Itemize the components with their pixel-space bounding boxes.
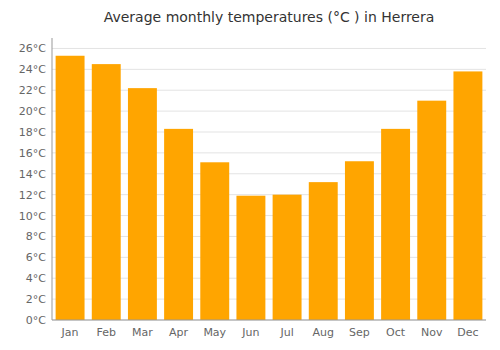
y-tick-label: 0°C <box>26 314 46 327</box>
bar <box>236 196 265 320</box>
bar <box>309 182 338 320</box>
y-tick-label: 26°C <box>19 42 46 55</box>
bar <box>164 129 193 320</box>
x-tick-label: May <box>203 326 226 339</box>
bar <box>128 88 157 320</box>
bar <box>345 161 374 320</box>
y-axis-line <box>52 38 53 320</box>
chart: Average monthly temperatures (°C ) in He… <box>0 0 500 350</box>
bar <box>56 56 85 320</box>
y-tick-label: 8°C <box>26 230 46 243</box>
x-tick-label: Jul <box>279 326 293 339</box>
x-axis-line <box>52 320 486 321</box>
x-tick-label: Nov <box>421 326 443 339</box>
y-tick-label: 22°C <box>19 84 46 97</box>
y-tick-label: 12°C <box>19 189 46 202</box>
grid <box>52 48 486 320</box>
x-tick-label: Dec <box>457 326 478 339</box>
y-tick-label: 20°C <box>19 105 46 118</box>
bars <box>56 56 483 320</box>
y-tick-label: 6°C <box>26 251 46 264</box>
y-tick-label: 4°C <box>26 272 46 285</box>
y-tick-label: 24°C <box>19 63 46 76</box>
y-tick-label: 16°C <box>19 147 46 160</box>
grid-line <box>52 320 486 321</box>
bar <box>417 101 446 320</box>
y-tick-label: 14°C <box>19 168 46 181</box>
bar <box>200 162 229 320</box>
bar <box>453 71 482 320</box>
x-axis-ticks: Jan Feb Mar Apr May Jun Jul Aug Sep Oct Nov Dec <box>61 326 479 339</box>
x-tick-label: Aug <box>313 326 334 339</box>
bar <box>92 64 121 320</box>
bar <box>273 195 302 320</box>
x-tick-label: Oct <box>386 326 406 339</box>
y-tick-label: 2°C <box>26 293 46 306</box>
x-tick-label: Jun <box>241 326 259 339</box>
x-tick-label: Sep <box>349 326 370 339</box>
x-tick-label: Apr <box>169 326 189 339</box>
title: Average monthly temperatures (°C ) in He… <box>104 9 435 25</box>
grid-line <box>52 48 486 49</box>
x-tick-label: Mar <box>132 326 153 339</box>
y-tick-label: 18°C <box>19 126 46 139</box>
y-axis-ticks: 0°C 2°C 4°C 6°C 8°C 10°C 12°C 14°C 16°C 18°C 20°C 2… <box>19 42 46 327</box>
x-tick-label: Feb <box>97 326 116 339</box>
bar <box>381 129 410 320</box>
y-tick-label: 10°C <box>19 210 46 223</box>
x-tick-label: Jan <box>61 326 79 339</box>
